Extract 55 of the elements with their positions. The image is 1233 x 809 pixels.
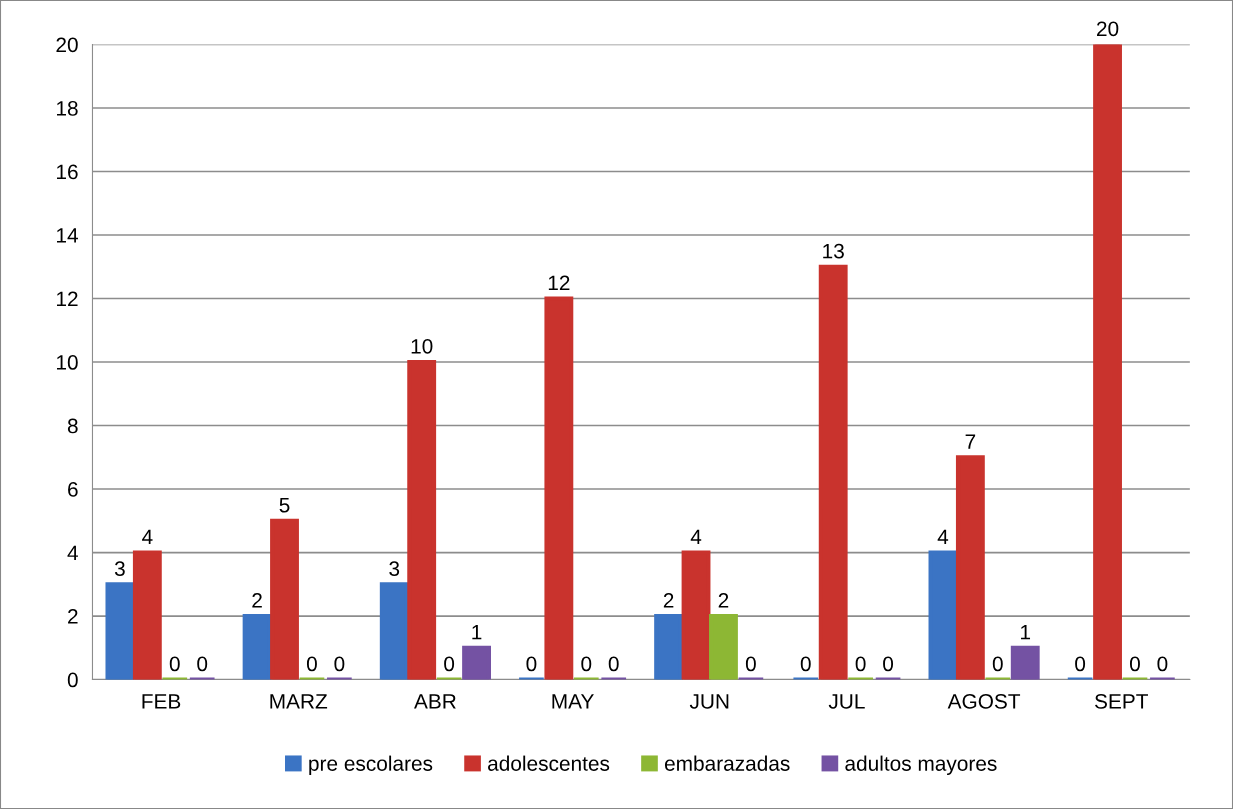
y-tick-label: 6 <box>68 482 78 497</box>
data-label: 0 <box>855 656 866 672</box>
data-label: 2 <box>663 593 674 608</box>
data-label: 12 <box>548 275 570 291</box>
data-label: 0 <box>197 656 208 672</box>
data-label: 0 <box>992 656 1003 672</box>
legend-label: adultos mayores <box>845 755 997 775</box>
data-label: 1 <box>1021 624 1031 640</box>
data-label: 13 <box>823 243 844 259</box>
data-label: 0 <box>169 656 180 672</box>
data-label: 3 <box>389 561 400 577</box>
data-label: 0 <box>1075 656 1086 672</box>
data-label: 0 <box>334 656 345 672</box>
y-tick-label: 4 <box>67 545 78 561</box>
data-label: 5 <box>279 497 290 513</box>
x-tick-label: ABR <box>414 694 456 709</box>
legend-label: pre escolares <box>309 755 433 775</box>
data-label: 0 <box>1157 656 1168 672</box>
x-tick-label: SEPT <box>1095 694 1148 709</box>
data-label: 3 <box>114 561 125 577</box>
data-label: 1 <box>472 624 482 640</box>
data-label: 0 <box>800 656 811 672</box>
data-label: 0 <box>883 656 894 672</box>
legend-label: embarazadas <box>664 755 790 771</box>
data-label: 0 <box>1130 656 1140 672</box>
y-tick-label: 16 <box>57 164 78 180</box>
y-tick-label: 14 <box>57 228 78 243</box>
data-label: 10 <box>411 338 433 354</box>
data-label: 7 <box>965 434 976 449</box>
data-label: 2 <box>718 593 729 608</box>
data-label: 4 <box>937 529 949 545</box>
data-label: 2 <box>252 593 262 608</box>
data-label: 20 <box>1097 21 1119 37</box>
data-label: 0 <box>745 656 756 672</box>
data-label: 4 <box>690 529 702 545</box>
data-label: 0 <box>608 656 619 672</box>
data-label: 0 <box>444 656 455 672</box>
x-tick-label: AGOST <box>947 694 1021 709</box>
y-tick-label: 12 <box>57 291 78 307</box>
data-label: 0 <box>581 656 592 672</box>
data-label: 4 <box>142 529 153 545</box>
y-tick-label: 0 <box>67 672 78 688</box>
y-tick-label: 10 <box>57 355 78 370</box>
data-label: 0 <box>306 656 317 672</box>
y-tick-label: 8 <box>67 418 78 434</box>
x-tick-label: JUN <box>689 694 729 709</box>
legend-label: adolescentes <box>488 755 610 771</box>
data-label: 0 <box>526 656 537 672</box>
y-tick-label: 20 <box>56 37 78 53</box>
x-tick-label: JUL <box>828 694 865 709</box>
x-tick-label: MAY <box>552 694 594 709</box>
x-tick-label: FEB <box>142 694 181 709</box>
y-tick-label: 18 <box>57 101 78 116</box>
y-tick-label: 2 <box>68 609 78 624</box>
x-tick-label: MARZ <box>270 694 328 709</box>
